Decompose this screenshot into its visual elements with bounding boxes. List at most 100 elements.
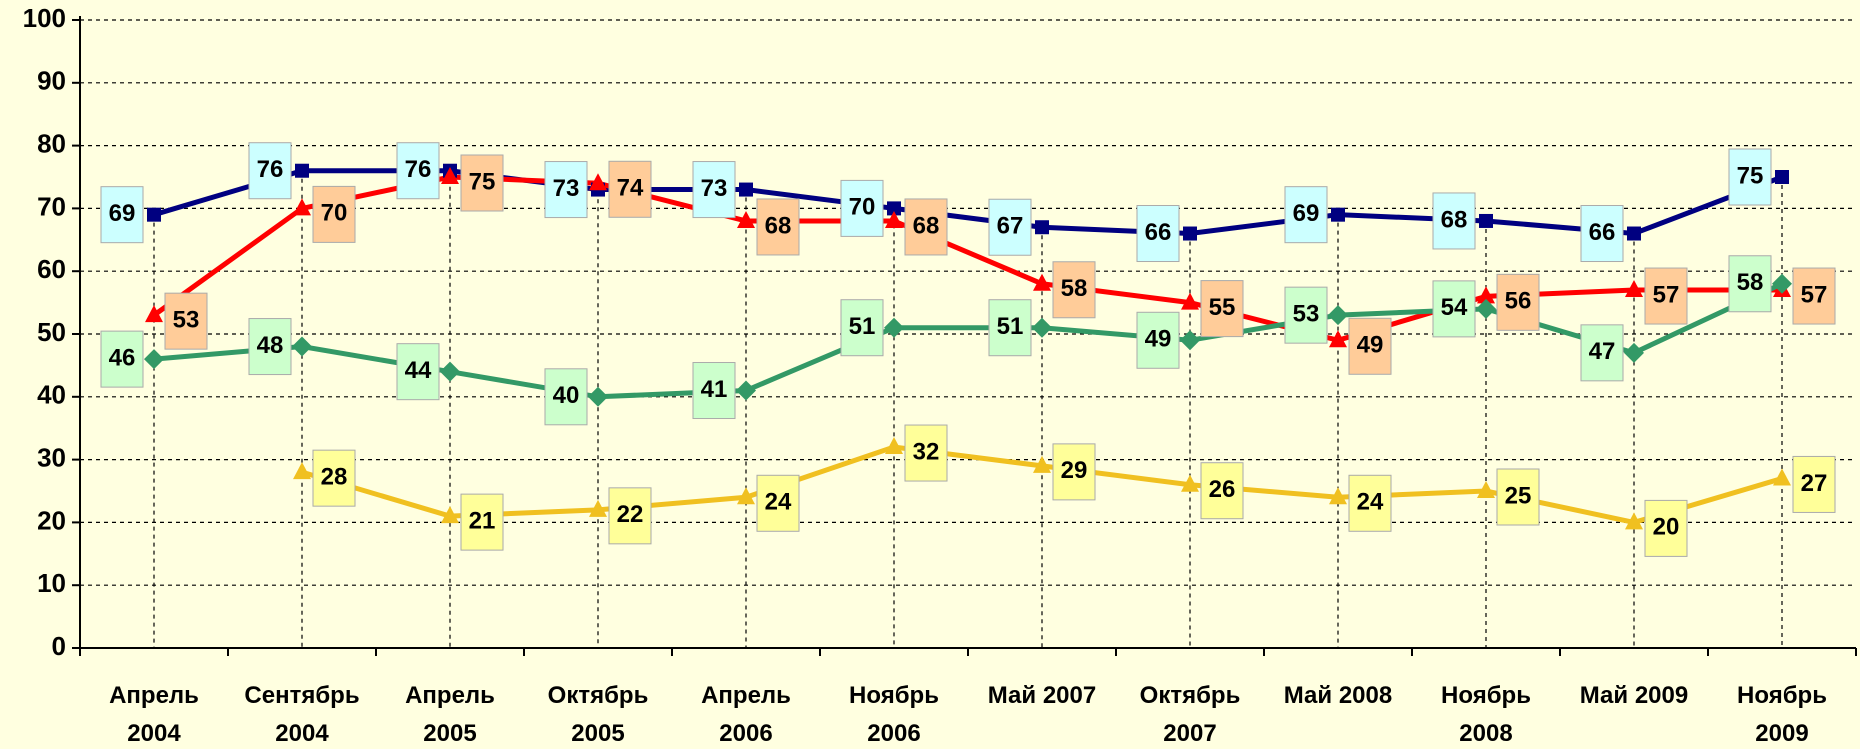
data-label: 28 <box>321 464 348 491</box>
data-label: 51 <box>997 313 1024 340</box>
data-label: 25 <box>1505 482 1532 509</box>
data-label-box <box>1496 468 1540 526</box>
data-label-box <box>1644 267 1688 325</box>
marker <box>441 167 459 184</box>
data-label-box <box>312 449 356 507</box>
y-tick-label: 30 <box>37 442 66 472</box>
marker <box>1625 280 1643 298</box>
data-label: 58 <box>1737 269 1764 296</box>
marker <box>1180 330 1200 351</box>
data-label-box <box>460 154 504 212</box>
data-label-box <box>1728 255 1772 313</box>
data-label: 21 <box>469 507 496 534</box>
x-tick-label: Май 2007 <box>988 682 1096 709</box>
data-label: 53 <box>1293 301 1320 328</box>
marker <box>737 487 755 505</box>
marker <box>739 182 753 197</box>
marker <box>1033 455 1051 473</box>
marker <box>1476 298 1496 319</box>
data-label-box <box>544 368 588 426</box>
data-label-box <box>248 318 292 376</box>
marker <box>1328 305 1348 326</box>
data-label: 53 <box>173 307 200 334</box>
data-label: 55 <box>1209 294 1236 321</box>
y-tick-label: 50 <box>37 317 66 347</box>
data-label: 32 <box>913 438 940 465</box>
x-tick-label: Апрель 2004 <box>109 682 199 747</box>
x-tick-label-line: 2005 <box>571 720 624 747</box>
data-label-box <box>1728 148 1772 206</box>
y-tick-label: 70 <box>37 191 66 221</box>
x-tick-label-line: 2007 <box>1163 720 1216 747</box>
data-label-box <box>1432 192 1476 250</box>
data-label-box <box>756 198 800 256</box>
x-tick-label-line: 2005 <box>423 720 476 747</box>
data-label: 69 <box>109 200 136 227</box>
data-label-box <box>1496 273 1540 331</box>
data-label: 56 <box>1505 288 1532 315</box>
marker <box>885 437 903 455</box>
data-label-box <box>100 330 144 388</box>
data-label: 76 <box>257 156 284 183</box>
data-label: 58 <box>1061 275 1088 302</box>
data-label-box <box>692 362 736 420</box>
data-label: 57 <box>1653 281 1680 308</box>
data-label: 69 <box>1293 200 1320 227</box>
marker <box>1624 342 1644 363</box>
y-tick-label: 20 <box>37 505 66 535</box>
data-label: 73 <box>553 175 580 202</box>
marker <box>1772 273 1792 294</box>
data-label: 75 <box>469 168 496 195</box>
data-label: 68 <box>913 212 940 239</box>
data-label: 22 <box>617 501 644 528</box>
data-label-box <box>1580 324 1624 382</box>
marker <box>1331 207 1345 222</box>
data-label-box <box>460 493 504 551</box>
data-label: 54 <box>1441 294 1468 321</box>
data-label-box <box>756 474 800 532</box>
y-tick-label: 80 <box>37 128 66 158</box>
data-label: 40 <box>553 382 580 409</box>
data-label-box <box>100 186 144 244</box>
data-label-box <box>1200 462 1244 520</box>
marker <box>440 361 460 382</box>
data-label-box <box>1792 267 1836 325</box>
x-tick-label-line: Ноябрь <box>1737 682 1827 709</box>
data-label-box <box>904 198 948 256</box>
marker <box>1479 213 1493 228</box>
data-label: 74 <box>617 175 644 202</box>
marker <box>1775 170 1789 184</box>
data-label: 76 <box>405 156 432 183</box>
x-tick-label-line: Октябрь <box>548 682 649 709</box>
marker <box>145 305 163 323</box>
data-label: 48 <box>257 332 284 359</box>
data-label: 29 <box>1061 457 1088 484</box>
data-label-box <box>1052 443 1096 501</box>
marker <box>589 173 607 191</box>
marker <box>1183 226 1197 241</box>
x-tick-label: Май 2009 <box>1580 682 1688 709</box>
data-label-box <box>1136 311 1180 369</box>
data-label: 24 <box>765 489 792 516</box>
data-label: 47 <box>1589 338 1616 365</box>
data-label-box <box>1348 317 1392 375</box>
y-tick-label: 10 <box>37 568 66 598</box>
marker <box>885 210 903 228</box>
x-tick-label-line: 2004 <box>275 720 329 747</box>
data-label: 67 <box>997 213 1024 240</box>
x-tick-label: Апрель 2006 <box>701 682 791 747</box>
x-tick-label-line: 2009 <box>1755 720 1808 747</box>
data-label-box <box>1644 499 1688 557</box>
data-label: 66 <box>1145 219 1172 246</box>
data-label-box <box>692 161 736 219</box>
marker <box>441 506 459 524</box>
x-tick-label: Октябрь 2005 <box>548 682 649 747</box>
data-label: 57 <box>1801 281 1828 308</box>
data-label: 68 <box>1441 206 1468 233</box>
x-tick-label-line: Ноябрь <box>1441 682 1531 709</box>
y-tick-label: 100 <box>23 3 66 33</box>
x-tick-label: Ноябрь 2008 <box>1441 682 1531 747</box>
y-tick-label: 0 <box>52 631 66 661</box>
x-tick-label-line: 2004 <box>127 720 181 747</box>
